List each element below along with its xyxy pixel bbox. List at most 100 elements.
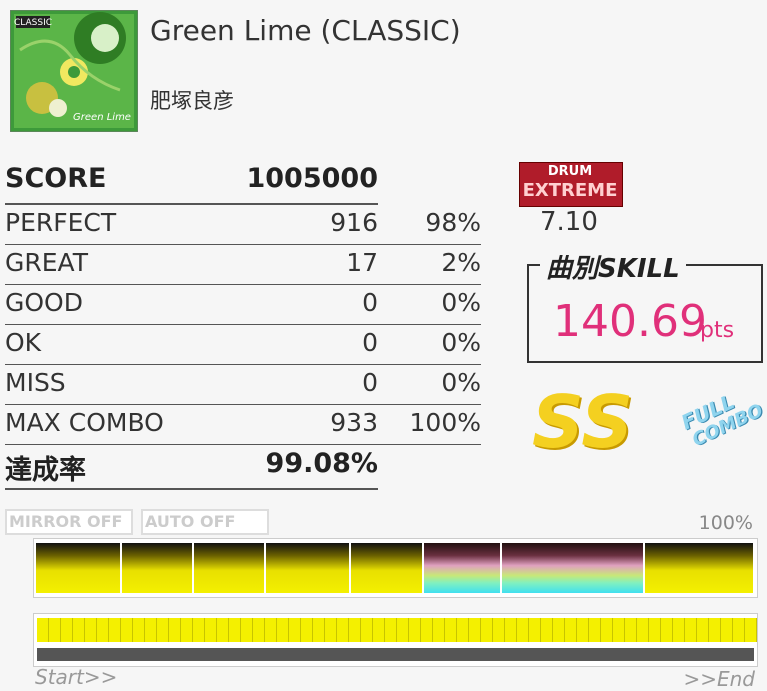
combo-cell xyxy=(469,618,481,642)
combo-cell xyxy=(109,618,121,642)
combo-cell xyxy=(205,618,217,642)
combo-cell xyxy=(277,618,289,642)
combo-cell xyxy=(649,618,661,642)
combo-cell xyxy=(181,618,193,642)
separator xyxy=(5,324,481,325)
combo-cell xyxy=(505,618,517,642)
combo-cell xyxy=(169,618,181,642)
judge-percent: 0% xyxy=(441,328,481,357)
section-segment xyxy=(122,543,192,593)
timeline-bar xyxy=(37,648,754,661)
combo-cell xyxy=(577,618,589,642)
combo-cell xyxy=(349,618,361,642)
section-segment xyxy=(502,543,643,593)
album-art: CLASSIC Green Lime xyxy=(10,10,138,132)
combo-cell xyxy=(289,618,301,642)
rate-label: 達成率 xyxy=(5,455,86,486)
combo-cell xyxy=(445,618,457,642)
combo-cell xyxy=(661,618,673,642)
separator xyxy=(5,444,481,445)
combo-cell xyxy=(673,618,685,642)
combo-cell xyxy=(709,618,721,642)
combo-cell xyxy=(721,618,733,642)
combo-cell xyxy=(541,618,553,642)
judge-label: GOOD xyxy=(5,288,83,317)
combo-cell xyxy=(613,618,625,642)
score-value: 1005000 xyxy=(246,163,378,194)
end-label: >>End xyxy=(683,667,755,691)
judge-percent: 98% xyxy=(425,208,481,237)
combo-cell xyxy=(337,618,349,642)
judge-percent: 0% xyxy=(441,288,481,317)
section-segment xyxy=(424,543,500,593)
combo-cell xyxy=(625,618,637,642)
combo-cell xyxy=(49,618,61,642)
separator xyxy=(5,364,481,365)
combo-cell xyxy=(253,618,265,642)
combo-cell xyxy=(601,618,613,642)
skill-unit: pts xyxy=(700,318,735,343)
judge-label: PERFECT xyxy=(5,208,117,237)
combo-cell xyxy=(565,618,577,642)
judge-percent: 100% xyxy=(409,408,481,437)
song-artist: 肥塚良彦 xyxy=(150,89,234,113)
skill-value: 140.69 xyxy=(553,296,707,347)
combo-cell xyxy=(229,618,241,642)
separator xyxy=(5,244,481,245)
difficulty-top: DRUM xyxy=(547,164,593,179)
combo-cell xyxy=(73,618,85,642)
skill-label: 曲別SKILL xyxy=(540,248,686,285)
combo-cell xyxy=(553,618,565,642)
judge-percent: 0% xyxy=(441,368,481,397)
combo-cell xyxy=(637,618,649,642)
combo-cell xyxy=(385,618,397,642)
combo-cell xyxy=(517,618,529,642)
progress-percent: 100% xyxy=(698,512,753,534)
score-label: SCORE xyxy=(5,163,107,194)
combo-cell xyxy=(421,618,433,642)
combo-cell xyxy=(529,618,541,642)
judge-count: 0 xyxy=(362,288,378,317)
difficulty-level: 7.10 xyxy=(540,207,598,237)
judge-count: 933 xyxy=(330,408,378,437)
combo-cell xyxy=(217,618,229,642)
difficulty-bottom: EXTREME xyxy=(522,180,618,201)
combo-cell xyxy=(61,618,73,642)
separator xyxy=(5,404,481,405)
combo-cell xyxy=(265,618,277,642)
combo-cell xyxy=(241,618,253,642)
combo-cell xyxy=(457,618,469,642)
option-toggle: MIRROR OFF xyxy=(5,509,133,535)
judge-label: MAX COMBO xyxy=(5,408,164,437)
option-toggle: AUTO OFF xyxy=(141,509,269,535)
combo-cell xyxy=(685,618,697,642)
combo-cell xyxy=(433,618,445,642)
judge-label: OK xyxy=(5,328,42,357)
judge-percent: 2% xyxy=(441,248,481,277)
combo-cell xyxy=(133,618,145,642)
combo-cell xyxy=(37,618,49,642)
combo-cell xyxy=(733,618,745,642)
combo-cell xyxy=(397,618,409,642)
judge-count: 0 xyxy=(362,368,378,397)
art-label: CLASSIC xyxy=(14,18,52,28)
judge-label: MISS xyxy=(5,368,66,397)
separator xyxy=(5,203,378,205)
rank: SS xyxy=(532,380,634,464)
combo-cell xyxy=(157,618,169,642)
rate-value: 99.08% xyxy=(265,448,378,479)
judge-count: 0 xyxy=(362,328,378,357)
combo-cell xyxy=(301,618,313,642)
art-title: Green Lime xyxy=(73,112,131,123)
song-title: Green Lime (CLASSIC) xyxy=(150,14,461,47)
difficulty-badge xyxy=(519,162,623,207)
section-segment xyxy=(266,543,349,593)
combo-cell xyxy=(409,618,421,642)
start-label: Start>> xyxy=(35,665,118,689)
section-segment xyxy=(36,543,120,593)
combo-cell xyxy=(145,618,157,642)
section-segment xyxy=(351,543,422,593)
judge-count: 916 xyxy=(330,208,378,237)
combo-cell xyxy=(589,618,601,642)
